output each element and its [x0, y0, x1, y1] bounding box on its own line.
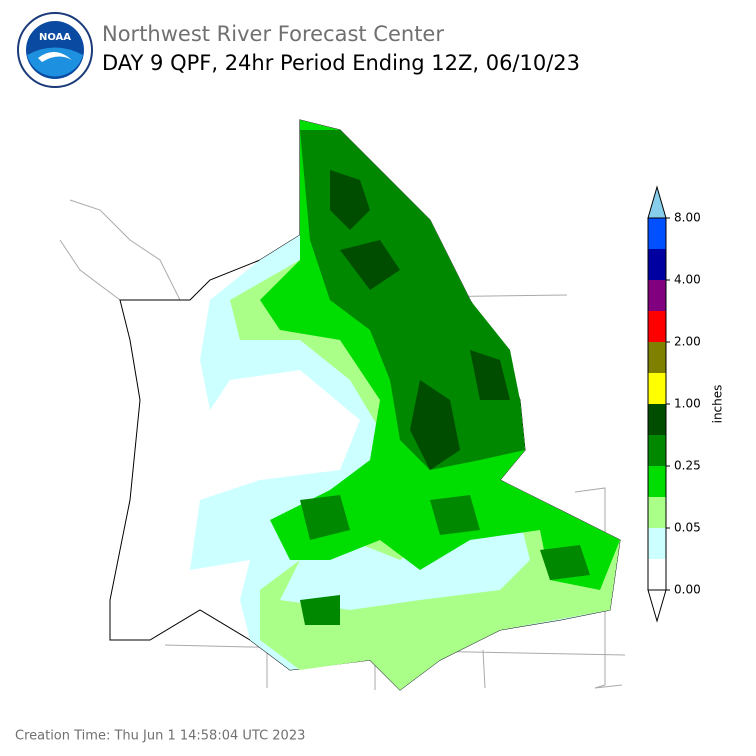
title: Northwest River Forecast Center	[102, 22, 444, 46]
colorbar-segment	[648, 528, 666, 559]
colorbar-segment	[648, 280, 666, 311]
colorbar-label: 0.25	[674, 459, 701, 473]
logo-text: NOAA	[39, 32, 71, 43]
colorbar-label: 0.00	[674, 583, 701, 597]
colorbar-label: 8.00	[674, 211, 701, 225]
colorbar-bottom-arrow	[647, 589, 667, 623]
noaa-logo: NOAA	[17, 12, 93, 88]
colorbar-segment	[648, 218, 666, 249]
subtitle: DAY 9 QPF, 24hr Period Ending 12Z, 06/10…	[102, 51, 580, 75]
colorbar-label: 0.05	[674, 521, 701, 535]
colorbar-segment	[648, 435, 666, 466]
creation-time: Creation Time: Thu Jun 1 14:58:04 UTC 20…	[15, 729, 305, 744]
colorbar-label: 2.00	[674, 335, 701, 349]
colorbar-segment	[648, 373, 666, 404]
colorbar-segment	[648, 466, 666, 497]
colorbar-segment	[648, 497, 666, 528]
colorbar-label: 1.00	[674, 397, 701, 411]
colorbar-segment	[648, 404, 666, 435]
colorbar-top-arrow	[647, 185, 667, 219]
qpf-shading	[109, 119, 621, 691]
colorbar-unit: inches	[711, 385, 725, 424]
colorbar-segment	[648, 342, 666, 373]
colorbar-segment	[648, 311, 666, 342]
colorbar-label: 4.00	[674, 273, 701, 287]
colorbar-segment	[648, 249, 666, 280]
colorbar-segment	[648, 559, 666, 590]
